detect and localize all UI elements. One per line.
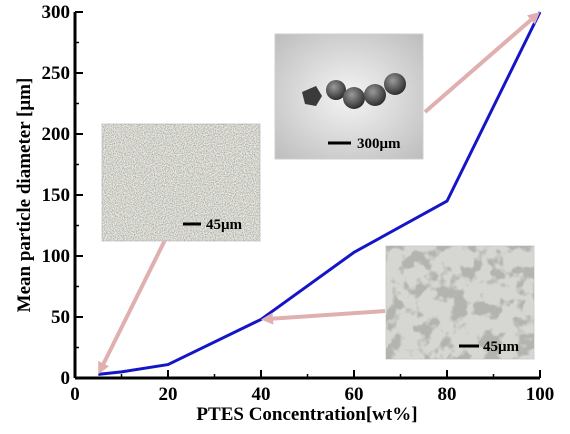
scale-label-3: 45μm — [483, 339, 520, 355]
y-tick-label: 200 — [42, 124, 71, 145]
scale-label-2: 300μm — [357, 136, 401, 152]
x-axis-title: PTES Concentration[wt%] — [196, 404, 417, 425]
y-tick-label: 250 — [42, 63, 71, 84]
scale-label-1: 45μm — [206, 217, 243, 233]
x-tick-label: 40 — [252, 384, 271, 405]
x-tick-label: 20 — [159, 384, 178, 405]
callout-arrowhead — [261, 312, 274, 325]
particle-sphere — [326, 80, 346, 100]
x-tick-label: 100 — [526, 384, 555, 405]
y-ticks: 0 50 100 150 200 250 300 — [42, 2, 83, 389]
particle-sphere — [384, 73, 406, 95]
inset-image-1: 45μm — [101, 123, 261, 242]
callout-arrow — [272, 309, 386, 321]
y-axis-title: Mean particle diameter [μm] — [14, 78, 35, 313]
y-tick-label: 100 — [42, 246, 71, 267]
inset-image-2: 300μm — [274, 33, 424, 160]
x-tick-label: 60 — [345, 384, 364, 405]
y-tick-label: 0 — [61, 368, 71, 389]
x-ticks: 0 20 40 60 80 100 — [70, 370, 554, 405]
callout-arrowhead — [527, 12, 540, 25]
particle-fragment — [302, 86, 322, 106]
x-tick-label: 0 — [70, 384, 80, 405]
arrows — [98, 12, 540, 375]
particle-sphere — [364, 84, 386, 106]
inset-image-3: 45μm — [385, 245, 535, 360]
callout-arrow — [423, 18, 533, 114]
y-tick-label: 300 — [42, 2, 71, 23]
y-tick-label: 50 — [51, 307, 70, 328]
callout-arrow — [101, 239, 167, 365]
callout-arrowhead — [98, 360, 109, 375]
particle-sphere — [343, 87, 365, 109]
y-tick-label: 150 — [42, 185, 71, 206]
x-tick-label: 80 — [438, 384, 457, 405]
